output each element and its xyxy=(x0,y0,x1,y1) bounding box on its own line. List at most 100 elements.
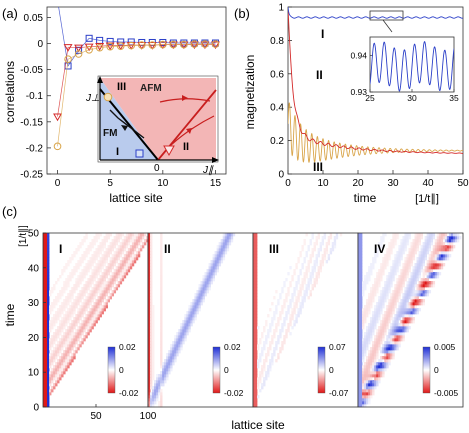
heatmap-cell xyxy=(370,272,373,276)
heatmap-cell xyxy=(158,374,161,378)
heatmap-cell xyxy=(150,380,153,384)
heatmap-cell xyxy=(158,389,161,393)
heatmap-cell xyxy=(186,329,189,333)
heatmap-cell xyxy=(382,356,385,360)
heatmap-cell xyxy=(376,287,379,291)
heatmap-cell xyxy=(83,308,86,312)
heatmap-cell xyxy=(73,290,76,294)
heatmap-cell xyxy=(277,353,280,357)
heatmap-cell xyxy=(295,299,298,303)
heatmap-cell xyxy=(279,314,282,318)
heatmap-cell xyxy=(59,332,62,336)
heatmap-cell xyxy=(105,272,108,276)
heatmap-cell xyxy=(305,272,308,276)
heatmap-cell xyxy=(402,335,405,339)
heatmap-cell xyxy=(93,287,96,291)
heatmap-cell xyxy=(101,284,104,288)
heatmap-cell xyxy=(194,293,197,297)
heatmap-cell xyxy=(47,398,50,402)
panel-label-c: (c) xyxy=(2,204,17,219)
heatmap-cell xyxy=(265,320,268,324)
heatmap-cell xyxy=(65,320,68,324)
heatmap-cell xyxy=(77,314,80,318)
heatmap-cell xyxy=(305,290,308,294)
heatmap-cell xyxy=(418,287,421,291)
heatmap-cell xyxy=(301,287,304,291)
heatmap-cell xyxy=(43,284,46,288)
heatmap-cell xyxy=(172,353,175,357)
heatmap-cell xyxy=(166,353,169,357)
heatmap-cell xyxy=(372,329,375,333)
heatmap-cell xyxy=(410,308,413,312)
heatmap-cell xyxy=(279,347,282,351)
heatmap-cell xyxy=(368,398,371,402)
heatmap-cell xyxy=(426,275,430,279)
heatmap-cell xyxy=(428,275,432,279)
heatmap-cell xyxy=(77,260,80,264)
heatmap-cell xyxy=(376,317,379,321)
heatmap-cell xyxy=(398,290,401,294)
heatmap-cell xyxy=(91,275,94,279)
heatmap-cell xyxy=(370,362,373,366)
heatmap-cell xyxy=(408,296,411,300)
heatmap-cell xyxy=(77,347,80,351)
heatmap-cell xyxy=(358,272,361,276)
heatmap-cell xyxy=(43,404,46,408)
heatmap-cell xyxy=(291,299,294,303)
heatmap-cell xyxy=(293,269,296,273)
heatmap-cell xyxy=(370,299,373,303)
heatmap-cell xyxy=(400,299,403,303)
heatmap-cell xyxy=(295,320,298,324)
heatmap-cell xyxy=(170,353,173,357)
heatmap-cell xyxy=(85,233,88,237)
heatmap-cell xyxy=(392,269,395,273)
heatmap-cell xyxy=(392,338,395,342)
heatmap-cell xyxy=(255,254,258,258)
heatmap-cell xyxy=(150,392,153,396)
heatmap-cell xyxy=(57,374,60,378)
heatmap-cell xyxy=(388,341,391,345)
heatmap-cell xyxy=(259,353,262,357)
heatmap-cell xyxy=(404,302,407,306)
heatmap-cell xyxy=(43,311,46,315)
heatmap-cell xyxy=(390,350,393,354)
heatmap-cell xyxy=(305,251,308,255)
heatmap-cell xyxy=(127,251,131,255)
heatmap-cell xyxy=(412,296,415,300)
magnetization-inset: 25 30 350.930.94 xyxy=(350,36,459,103)
heatmap-cell xyxy=(111,293,115,297)
heatmap-cell xyxy=(358,266,361,270)
heatmap-cell xyxy=(400,251,403,255)
heatmap-cell xyxy=(148,272,151,276)
heatmap-cell xyxy=(53,287,56,291)
heatmap-cell xyxy=(362,323,365,327)
heatmap-cell xyxy=(261,386,264,390)
heatmap-cell xyxy=(87,248,90,252)
heatmap-cell xyxy=(160,233,163,237)
heatmap-cell xyxy=(47,308,50,312)
heatmap-cell xyxy=(378,296,381,300)
heatmap-cell xyxy=(53,338,56,342)
heatmap-cell xyxy=(420,251,423,255)
heatmap-cell xyxy=(79,275,82,279)
heatmap-cell xyxy=(93,320,96,324)
heatmap-cell xyxy=(275,359,278,363)
heatmap-cell xyxy=(67,311,70,315)
heatmap-cell xyxy=(73,335,76,339)
heatmap-cell xyxy=(170,359,173,363)
heatmap-cell xyxy=(358,359,361,363)
heatmap-cell xyxy=(131,254,135,258)
heatmap-cell xyxy=(358,341,361,345)
heatmap-cell xyxy=(416,248,419,252)
heatmap-cell xyxy=(49,290,52,294)
heatmap-cell xyxy=(398,254,401,258)
heatmap-cell xyxy=(420,293,423,297)
heatmap-cell xyxy=(65,356,68,360)
heatmap-cell xyxy=(388,272,391,276)
heatmap-cell xyxy=(382,362,385,366)
heatmap-cell xyxy=(47,254,50,258)
colorbar-label: 0.02 xyxy=(224,342,241,352)
heatmap-cell xyxy=(117,251,121,255)
data-point-circle xyxy=(85,45,93,54)
